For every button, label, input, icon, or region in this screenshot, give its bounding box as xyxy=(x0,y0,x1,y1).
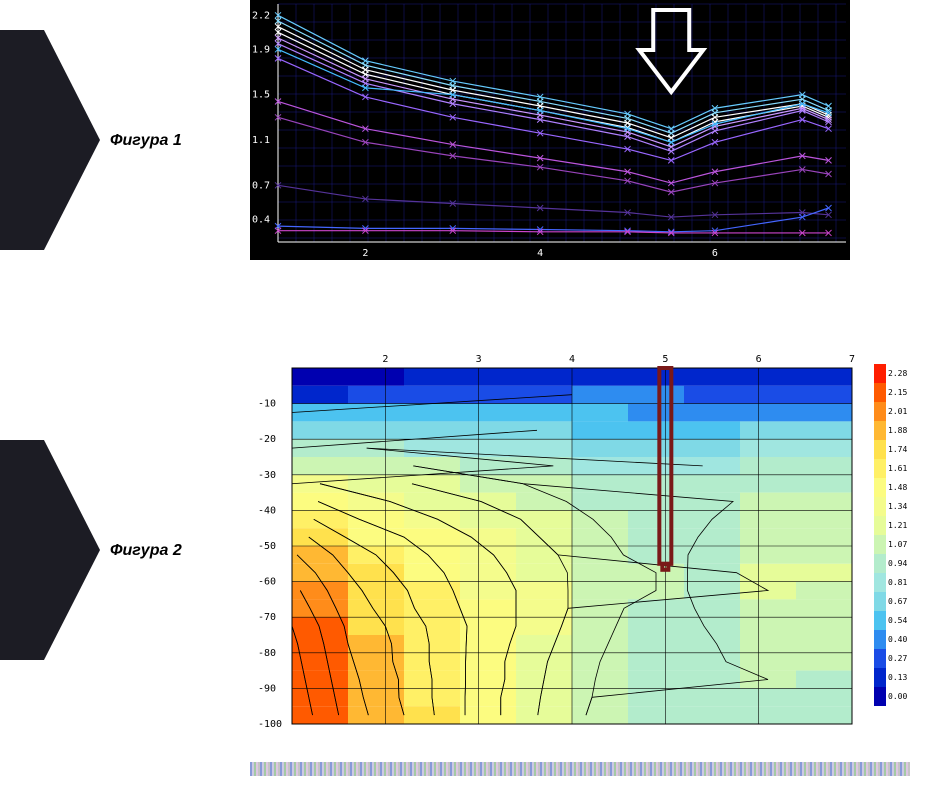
legend-swatch xyxy=(874,592,886,611)
legend-row: 1.48 xyxy=(874,478,910,497)
legend-row: 0.27 xyxy=(874,649,910,668)
svg-text:-90: -90 xyxy=(258,683,276,694)
legend-swatch xyxy=(874,459,886,478)
svg-text:0.4: 0.4 xyxy=(252,214,270,225)
svg-text:1.1: 1.1 xyxy=(252,135,270,146)
legend-value: 1.88 xyxy=(888,426,907,435)
chevron-fig2 xyxy=(0,440,100,660)
legend-row: 1.74 xyxy=(874,440,910,459)
legend-row: 2.15 xyxy=(874,383,910,402)
legend-row: 0.67 xyxy=(874,592,910,611)
legend-swatch xyxy=(874,649,886,668)
legend-row: 1.88 xyxy=(874,421,910,440)
legend-swatch xyxy=(874,687,886,706)
svg-text:-70: -70 xyxy=(258,612,276,623)
svg-text:-50: -50 xyxy=(258,541,276,552)
svg-text:4: 4 xyxy=(537,248,543,259)
legend-value: 2.01 xyxy=(888,407,907,416)
svg-text:-20: -20 xyxy=(258,434,276,445)
svg-text:-100: -100 xyxy=(258,719,282,730)
svg-text:2: 2 xyxy=(362,248,368,259)
legend-swatch xyxy=(874,421,886,440)
legend-value: 0.54 xyxy=(888,616,907,625)
legend-row: 2.28 xyxy=(874,364,910,383)
legend-value: 1.34 xyxy=(888,502,907,511)
svg-text:4: 4 xyxy=(569,354,575,365)
legend-swatch xyxy=(874,611,886,630)
svg-text:5: 5 xyxy=(662,354,668,365)
svg-text:-40: -40 xyxy=(258,505,276,516)
legend-swatch xyxy=(874,364,886,383)
legend-swatch xyxy=(874,497,886,516)
legend-swatch xyxy=(874,383,886,402)
figure-2-svg: 2 3 4 5 6 7 -10 -20 -30 -40 -50 -60 -70 -80 -90 -100 xyxy=(250,350,860,730)
legend-value: 1.21 xyxy=(888,521,907,530)
svg-text:0.7: 0.7 xyxy=(252,180,270,191)
svg-text:-80: -80 xyxy=(258,648,276,659)
legend-swatch xyxy=(874,516,886,535)
figure-1-svg: 0.4 0.7 1.1 1.5 1.9 2.2 2 4 6 xyxy=(250,0,850,260)
legend-row: 0.54 xyxy=(874,611,910,630)
svg-text:6: 6 xyxy=(756,354,762,365)
legend-row: 2.01 xyxy=(874,402,910,421)
legend-row: 0.00 xyxy=(874,687,910,706)
legend-value: 2.15 xyxy=(888,388,907,397)
legend-row: 1.34 xyxy=(874,497,910,516)
legend-value: 0.40 xyxy=(888,635,907,644)
legend-row: 1.61 xyxy=(874,459,910,478)
legend-value: 0.27 xyxy=(888,654,907,663)
legend-swatch xyxy=(874,630,886,649)
legend-row: 1.21 xyxy=(874,516,910,535)
svg-text:-10: -10 xyxy=(258,399,276,410)
svg-text:1.5: 1.5 xyxy=(252,90,270,101)
legend-value: 1.07 xyxy=(888,540,907,549)
noise-band xyxy=(250,762,910,776)
legend-value: 1.61 xyxy=(888,464,907,473)
legend-swatch xyxy=(874,573,886,592)
svg-text:-60: -60 xyxy=(258,577,276,588)
legend-value: 0.13 xyxy=(888,673,907,682)
legend-row: 0.81 xyxy=(874,573,910,592)
legend-swatch xyxy=(874,440,886,459)
legend-swatch xyxy=(874,402,886,421)
legend-swatch xyxy=(874,535,886,554)
figure-1-line-chart: 0.4 0.7 1.1 1.5 1.9 2.2 2 4 6 xyxy=(250,0,850,260)
chevron-fig1 xyxy=(0,30,100,250)
legend-row: 0.40 xyxy=(874,630,910,649)
svg-text:7: 7 xyxy=(849,354,855,365)
svg-text:-30: -30 xyxy=(258,470,276,481)
legend-row: 0.94 xyxy=(874,554,910,573)
figure-2-legend: 2.28 2.15 2.01 1.88 1.74 1.61 1.48 1.34 1.21 1.07… xyxy=(874,364,910,706)
svg-text:1.9: 1.9 xyxy=(252,44,270,55)
label-fig1: Фигура 1 xyxy=(110,132,182,150)
legend-row: 1.07 xyxy=(874,535,910,554)
figure-2-heatmap: 2 3 4 5 6 7 -10 -20 -30 -40 -50 -60 -70 -80 -90 -100 2.… xyxy=(250,350,910,730)
legend-swatch xyxy=(874,668,886,687)
legend-row: 0.13 xyxy=(874,668,910,687)
svg-text:2: 2 xyxy=(382,354,388,365)
legend-value: 0.94 xyxy=(888,559,907,568)
legend-value: 0.00 xyxy=(888,692,907,701)
legend-swatch xyxy=(874,554,886,573)
svg-text:2.2: 2.2 xyxy=(252,10,270,21)
legend-swatch xyxy=(874,478,886,497)
label-fig2: Фигура 2 xyxy=(110,542,182,560)
legend-value: 2.28 xyxy=(888,369,907,378)
legend-value: 1.48 xyxy=(888,483,907,492)
legend-value: 0.67 xyxy=(888,597,907,606)
legend-value: 1.74 xyxy=(888,445,907,454)
legend-value: 0.81 xyxy=(888,578,907,587)
svg-text:6: 6 xyxy=(712,248,718,259)
svg-text:3: 3 xyxy=(476,354,482,365)
